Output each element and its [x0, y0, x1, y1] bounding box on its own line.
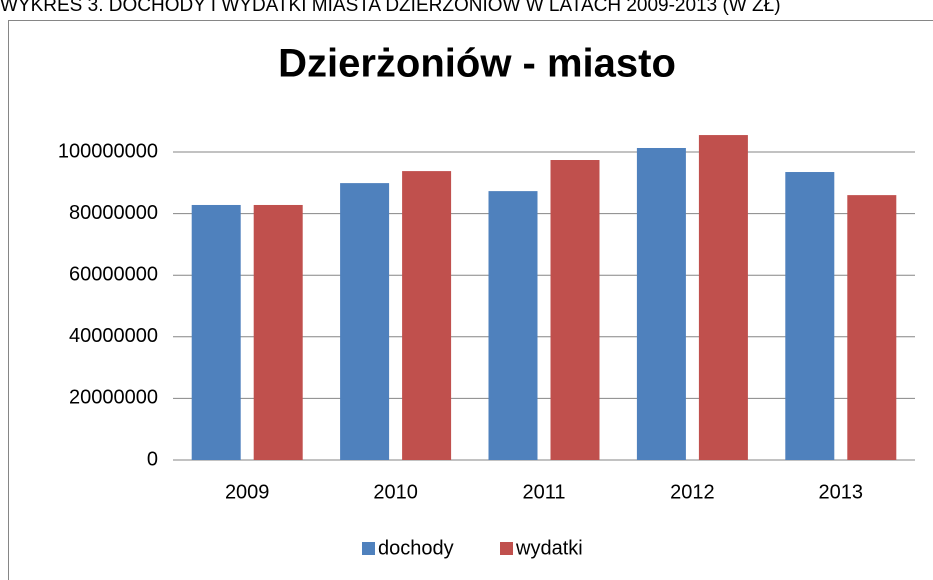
y-tick-label: 0: [147, 448, 158, 470]
legend-label: wydatki: [515, 537, 583, 559]
y-tick-label: 80000000: [69, 202, 158, 224]
y-tick-label: 60000000: [69, 263, 158, 285]
x-tick-label: 2009: [225, 481, 270, 503]
bar: [340, 183, 390, 460]
x-tick-label: 2010: [373, 481, 418, 503]
x-tick-label: 2012: [670, 481, 715, 503]
legend-swatch: [500, 542, 513, 555]
bar: [191, 204, 241, 460]
bar: [636, 147, 686, 460]
bar: [785, 172, 835, 460]
legend-label: dochody: [378, 537, 454, 559]
bar: [488, 191, 538, 460]
y-tick-label: 40000000: [69, 325, 158, 347]
bar: [847, 195, 897, 460]
caption: WYKRES 3. DOCHODY I WYDATKI MIASTA DZIER…: [0, 0, 781, 16]
bar: [550, 160, 600, 460]
bar: [402, 171, 452, 460]
legend-swatch: [362, 542, 375, 555]
x-tick-label: 2011: [522, 481, 565, 503]
y-tick-label: 20000000: [69, 387, 158, 409]
x-tick-label: 2013: [819, 481, 864, 503]
bar: [698, 135, 748, 460]
y-tick-label: 100000000: [58, 140, 158, 162]
bar: [253, 204, 303, 460]
chart-border: [8, 20, 933, 580]
chart-title: Dzierżoniów - miasto: [278, 42, 676, 86]
